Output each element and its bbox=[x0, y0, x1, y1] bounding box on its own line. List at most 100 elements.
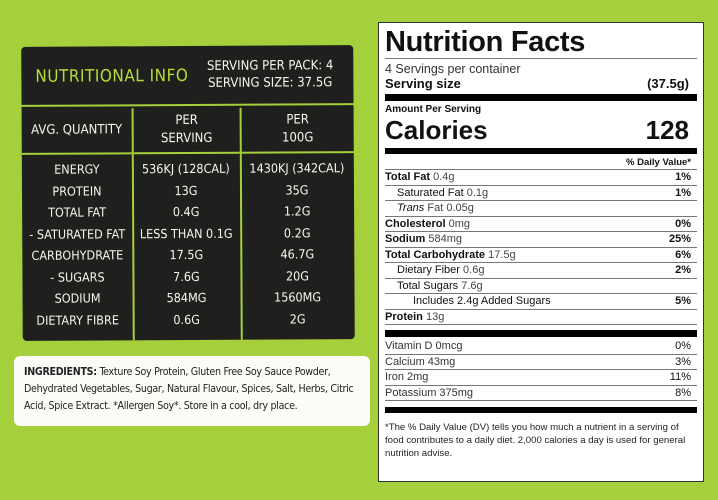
table-cell: 7.6G bbox=[173, 268, 200, 284]
nutrient-name: Total Carbohydrate bbox=[385, 248, 486, 261]
calories-label: Calories bbox=[385, 114, 488, 145]
daily-value: 5% bbox=[675, 295, 691, 307]
table-cell: 0.6G bbox=[173, 311, 200, 327]
table-row: ENERGY 536KJ (128CAL) 1430KJ (342CAL) bbox=[22, 157, 354, 180]
nutrient-row: Trans Fat 0.05g bbox=[385, 201, 697, 217]
nutrient-name: Total Fat bbox=[385, 171, 431, 183]
nutrient-row: Cholesterol 0mg 0% bbox=[385, 217, 697, 232]
nutrient-amount: 13g bbox=[425, 310, 445, 323]
table-cell: ENERGY bbox=[54, 161, 100, 177]
nutrient-amount: 17.5g bbox=[488, 248, 516, 261]
divider-bar bbox=[385, 148, 697, 154]
table-cell: 17.5G bbox=[169, 247, 204, 263]
nutrient-row: Total Sugars 7.6g bbox=[385, 279, 697, 294]
col-header-per-100g: PER 100G bbox=[241, 107, 354, 154]
nutrition-facts-title: Nutrition Facts bbox=[385, 25, 697, 59]
daily-value: 8% bbox=[675, 386, 691, 399]
serving-per-pack: SERVING PER PACK: 4 bbox=[206, 58, 334, 74]
col-header-quantity: AVG. QUANTITY bbox=[21, 108, 132, 155]
nutrient-name: Saturated Fat bbox=[397, 186, 464, 199]
serving-info: SERVING PER PACK: 4 SERVING SIZE: 37.5G bbox=[207, 57, 334, 92]
nutrition-rows: ENERGY 536KJ (128CAL) 1430KJ (342CAL) PROTE… bbox=[22, 157, 355, 331]
table-row: PROTEIN 13G 35G bbox=[22, 179, 354, 202]
nutrient-row: Saturated Fat 0.1g 1% bbox=[385, 186, 697, 201]
daily-value: 11% bbox=[669, 371, 691, 383]
daily-value-header: % Daily Value* bbox=[385, 154, 697, 170]
table-cell: 1560MG bbox=[273, 289, 322, 305]
table-row: TOTAL FAT 0.4G 1.2G bbox=[22, 200, 354, 223]
table-cell: 13G bbox=[174, 182, 198, 198]
nutrient-name: Cholesterol bbox=[385, 217, 446, 230]
ingredients-box: INGREDIENTS: Texture Soy Protein, Gluten… bbox=[14, 356, 370, 426]
nutrient-name: Includes 2.4g Added Sugars bbox=[413, 295, 551, 307]
calories-row: Calories 128 bbox=[385, 115, 697, 145]
nutritional-info-panel: NUTRITIONAL INFO SERVING PER PACK: 4 SER… bbox=[21, 45, 355, 341]
vitamin-name: Iron 2mg bbox=[385, 371, 429, 383]
nutrient-row: Includes 2.4g Added Sugars 5% bbox=[385, 294, 697, 310]
serving-size: SERVING SIZE: 37.5G bbox=[208, 75, 333, 91]
table-row: DIETARY FIBRE 0.6G 2G bbox=[23, 308, 355, 331]
nutrient-row: Total Fat 0.4g 1% bbox=[385, 170, 697, 186]
ingredients-text: Texture Soy Protein, Gluten Free Soy Sau… bbox=[24, 366, 354, 412]
vitamin-name: Vitamin D 0mcg bbox=[385, 340, 463, 352]
amount-per-serving: Amount Per Serving bbox=[385, 104, 482, 115]
vitamin-row: Potassium 375mg 8% bbox=[385, 386, 697, 401]
table-cell: - SUGARS bbox=[50, 269, 105, 285]
nutrient-name: Sodium bbox=[385, 233, 426, 245]
table-cell: - SATURATED FAT bbox=[29, 226, 126, 242]
ingredients-label: INGREDIENTS: bbox=[24, 366, 97, 378]
nutrient-amount: 0.1g bbox=[466, 186, 489, 199]
daily-value: 25% bbox=[668, 233, 691, 245]
vitamin-name: Calcium 43mg bbox=[385, 355, 456, 368]
table-cell: 0.4G bbox=[172, 204, 200, 220]
daily-value: 6% bbox=[675, 248, 691, 261]
col-header-per-serving: PER SERVING bbox=[133, 107, 240, 155]
table-cell: 20G bbox=[285, 268, 309, 284]
table-cell: 1.2G bbox=[283, 203, 311, 219]
table-cell: 584MG bbox=[166, 290, 207, 306]
nutrient-row: Sodium 584mg 25% bbox=[385, 232, 697, 248]
calories-value: 128 bbox=[645, 114, 689, 145]
panel-header: NUTRITIONAL INFO SERVING PER PACK: 4 SER… bbox=[21, 45, 354, 107]
serving-size-value: (37.5g) bbox=[647, 76, 689, 91]
nutrient-name: Trans bbox=[397, 202, 425, 214]
vitamin-name: Potassium 375mg bbox=[385, 386, 474, 399]
vitamin-row: Iron 2mg 11% bbox=[385, 370, 697, 386]
vitamin-row: Vitamin D 0mcg 0% bbox=[385, 339, 697, 355]
nutrient-amount: 0.4g bbox=[433, 171, 455, 183]
nutrient-amount: 7.6g bbox=[461, 279, 483, 292]
nutrient-row: Total Carbohydrate 17.5g 6% bbox=[385, 248, 697, 263]
table-cell: 46.7G bbox=[280, 246, 315, 262]
panel-title: NUTRITIONAL INFO bbox=[35, 65, 189, 87]
table-row: - SUGARS 7.6G 20G bbox=[22, 265, 354, 288]
daily-value: 1% bbox=[675, 171, 691, 183]
vitamin-list: Vitamin D 0mcg 0% Calcium 43mg 3% Iron 2mg 11… bbox=[385, 339, 697, 401]
nutrient-row: Protein 13g bbox=[385, 310, 697, 325]
divider-bar bbox=[385, 407, 697, 413]
table-cell: 2G bbox=[289, 311, 306, 327]
nutrient-amount: 0mg bbox=[448, 217, 470, 230]
table-cell: SODIUM bbox=[54, 290, 101, 306]
daily-value: 1% bbox=[675, 186, 691, 199]
table-cell: 536KJ (128CAL) bbox=[141, 161, 230, 177]
vitamin-row: Calcium 43mg 3% bbox=[385, 355, 697, 370]
serving-size-row: Serving size (37.5g) bbox=[385, 76, 697, 91]
table-cell: LESS THAN 0.1G bbox=[139, 225, 233, 242]
nutrient-row: Dietary Fiber 0.6g 2% bbox=[385, 263, 697, 279]
table-cell: 35G bbox=[285, 182, 309, 198]
table-row: - SATURATED FAT LESS THAN 0.1G 0.2G bbox=[22, 222, 354, 245]
table-cell: CARBOHYDRATE bbox=[31, 247, 124, 264]
nutrient-list: Total Fat 0.4g 1% Saturated Fat 0.1g 1% Tran… bbox=[385, 170, 697, 325]
table-cell: PROTEIN bbox=[52, 183, 102, 199]
nutrient-name: Protein bbox=[385, 310, 423, 323]
nutrient-name: Dietary Fiber bbox=[397, 264, 460, 276]
footnote: *The % Daily Value (DV) tells you how mu… bbox=[385, 422, 686, 459]
nutrient-amount: Fat 0.05g bbox=[427, 202, 474, 214]
table-cell: DIETARY FIBRE bbox=[36, 312, 119, 328]
nutrient-name: Total Sugars bbox=[397, 279, 459, 292]
table-row: CARBOHYDRATE 17.5G 46.7G bbox=[22, 243, 354, 266]
nutrient-amount: 584mg bbox=[428, 233, 463, 245]
servings-per-container: 4 Servings per container bbox=[385, 62, 521, 76]
nutrition-facts-label: Nutrition Facts 4 Servings per container… bbox=[378, 22, 704, 482]
table-row: SODIUM 584MG 1560MG bbox=[22, 286, 354, 309]
